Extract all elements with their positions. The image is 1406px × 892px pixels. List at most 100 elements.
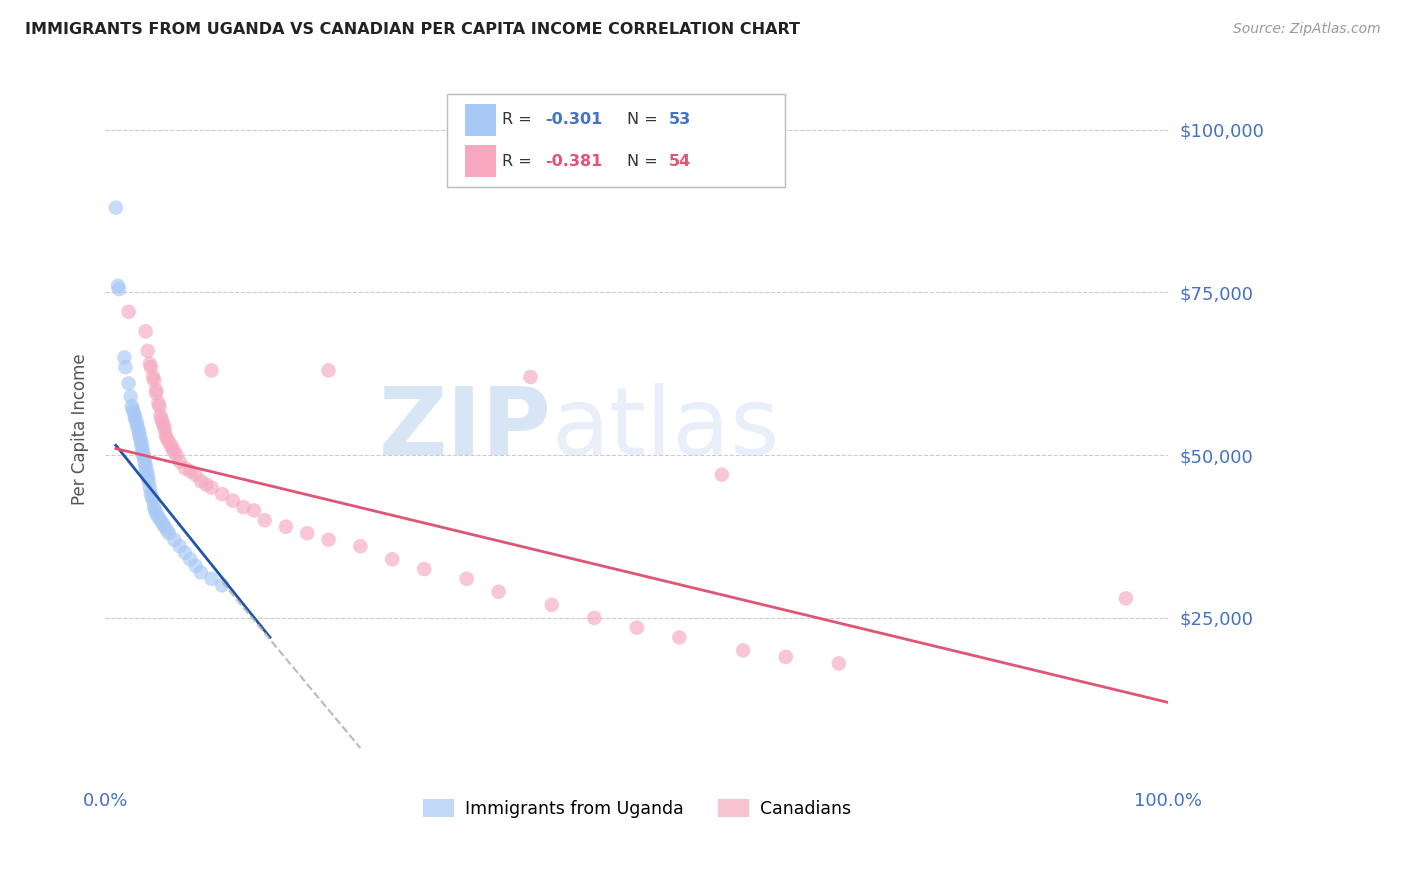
Point: [211, 487, 233, 501]
Point: [540, 598, 562, 612]
Point: [127, 422, 149, 436]
Text: N =: N =: [627, 112, 664, 128]
Point: [136, 467, 159, 482]
Point: [139, 487, 162, 501]
Text: IMMIGRANTS FROM UGANDA VS CANADIAN PER CAPITA INCOME CORRELATION CHART: IMMIGRANTS FROM UGANDA VS CANADIAN PER C…: [25, 22, 800, 37]
Point: [141, 491, 163, 505]
Point: [583, 611, 606, 625]
Point: [297, 526, 319, 541]
Point: [143, 373, 166, 387]
Point: [132, 450, 155, 464]
Point: [120, 389, 142, 403]
Point: [121, 402, 143, 417]
Point: [145, 386, 167, 401]
Point: [775, 649, 797, 664]
Point: [179, 464, 201, 478]
Point: [232, 500, 254, 515]
Point: [195, 477, 218, 491]
Point: [149, 513, 172, 527]
Text: 53: 53: [669, 112, 692, 128]
Point: [132, 448, 155, 462]
Point: [134, 451, 156, 466]
Point: [134, 454, 156, 468]
Point: [143, 503, 166, 517]
Point: [163, 445, 186, 459]
Point: [114, 360, 136, 375]
Point: [318, 533, 340, 547]
Point: [148, 399, 170, 413]
Y-axis label: Per Capita Income: Per Capita Income: [72, 353, 89, 505]
Point: [156, 432, 179, 446]
Point: [127, 418, 149, 433]
Point: [828, 657, 851, 671]
Point: [139, 357, 162, 371]
Point: [156, 523, 179, 537]
Point: [135, 324, 157, 338]
Point: [135, 461, 157, 475]
Point: [160, 442, 183, 456]
Point: [200, 481, 222, 495]
Text: R =: R =: [502, 112, 537, 128]
Text: Source: ZipAtlas.com: Source: ZipAtlas.com: [1233, 22, 1381, 37]
Point: [138, 474, 160, 488]
Point: [456, 572, 478, 586]
Point: [163, 533, 186, 547]
Point: [153, 519, 176, 533]
Point: [381, 552, 404, 566]
Point: [117, 305, 139, 319]
Point: [153, 422, 176, 436]
Point: [136, 343, 159, 358]
Point: [131, 442, 153, 456]
Point: [190, 474, 212, 488]
Point: [149, 409, 172, 423]
Legend: Immigrants from Uganda, Canadians: Immigrants from Uganda, Canadians: [416, 792, 858, 825]
Text: 54: 54: [669, 153, 692, 169]
Text: -0.301: -0.301: [546, 112, 603, 128]
Point: [124, 412, 146, 426]
Point: [274, 519, 297, 533]
Point: [145, 507, 167, 521]
Text: -0.381: -0.381: [546, 153, 603, 169]
Point: [131, 435, 153, 450]
Point: [128, 425, 150, 440]
Point: [142, 370, 165, 384]
Point: [184, 467, 207, 482]
Point: [179, 552, 201, 566]
Point: [107, 278, 129, 293]
Point: [318, 363, 340, 377]
Point: [733, 643, 755, 657]
Point: [349, 539, 371, 553]
Point: [145, 383, 167, 397]
Point: [211, 578, 233, 592]
Point: [174, 546, 197, 560]
Point: [626, 621, 648, 635]
Point: [122, 406, 145, 420]
Point: [152, 516, 174, 531]
Point: [131, 445, 153, 459]
Point: [200, 363, 222, 377]
Point: [222, 493, 245, 508]
Point: [129, 432, 152, 446]
Point: [413, 562, 436, 576]
Point: [143, 500, 166, 515]
Point: [152, 416, 174, 430]
Point: [112, 351, 135, 365]
Point: [104, 201, 127, 215]
Point: [148, 396, 170, 410]
Point: [127, 416, 149, 430]
Point: [121, 399, 143, 413]
Point: [108, 282, 131, 296]
Point: [488, 584, 510, 599]
Point: [157, 435, 180, 450]
Text: atlas: atlas: [551, 383, 780, 475]
Point: [169, 539, 191, 553]
Text: R =: R =: [502, 153, 537, 169]
Point: [200, 572, 222, 586]
Point: [131, 438, 153, 452]
Point: [160, 438, 183, 452]
Point: [668, 631, 690, 645]
Point: [139, 360, 162, 375]
Text: N =: N =: [627, 153, 664, 169]
Point: [128, 428, 150, 442]
Point: [139, 481, 162, 495]
